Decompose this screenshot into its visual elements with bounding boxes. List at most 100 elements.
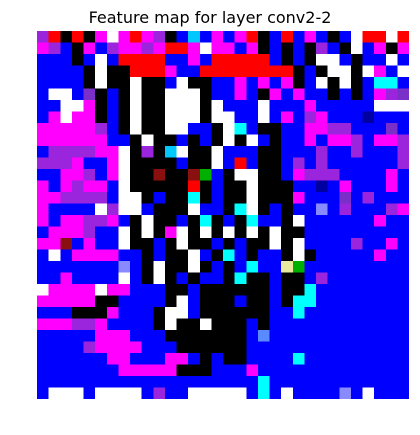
- heatmap-cell: [281, 215, 294, 227]
- heatmap-cell: [48, 341, 61, 354]
- heatmap-cell: [199, 54, 212, 66]
- heatmap-cell: [188, 111, 201, 124]
- heatmap-cell: [316, 330, 329, 342]
- heatmap-cell: [141, 376, 154, 388]
- heatmap-cell: [141, 134, 154, 147]
- heatmap-cell: [164, 387, 177, 399]
- heatmap-cell: [106, 330, 119, 342]
- heatmap-cell: [95, 77, 108, 89]
- heatmap-cell: [37, 295, 50, 308]
- heatmap-cell: [316, 284, 329, 296]
- heatmap-cell: [339, 123, 352, 135]
- heatmap-cell: [234, 31, 247, 43]
- heatmap-cell: [385, 77, 398, 89]
- heatmap-cell: [223, 364, 236, 377]
- heatmap-cell: [199, 146, 212, 158]
- heatmap-cell: [211, 261, 224, 273]
- heatmap-cell: [48, 387, 61, 399]
- heatmap-cell: [37, 77, 50, 89]
- heatmap-cell: [304, 272, 317, 285]
- heatmap-cell: [316, 88, 329, 101]
- heatmap-cell: [188, 307, 201, 319]
- heatmap-cell: [118, 215, 131, 227]
- heatmap-cell: [153, 111, 166, 124]
- heatmap-cell: [257, 364, 270, 377]
- heatmap-cell: [269, 157, 282, 170]
- heatmap-cell: [153, 180, 166, 193]
- heatmap-cell: [83, 249, 96, 262]
- heatmap-cell: [362, 31, 375, 43]
- heatmap-cell: [37, 134, 50, 147]
- heatmap-cell: [48, 192, 61, 204]
- heatmap-cell: [292, 134, 305, 147]
- heatmap-cell: [281, 249, 294, 262]
- heatmap-cell: [385, 111, 398, 124]
- heatmap-cell: [350, 330, 363, 342]
- heatmap-cell: [362, 330, 375, 342]
- heatmap-cell: [246, 77, 259, 89]
- heatmap-cell: [71, 42, 84, 55]
- heatmap-cell: [246, 284, 259, 296]
- heatmap-cell: [71, 100, 84, 112]
- heatmap-cell: [48, 203, 61, 216]
- heatmap-cell: [292, 88, 305, 101]
- heatmap-cell: [130, 134, 143, 147]
- heatmap-cell: [269, 272, 282, 285]
- heatmap-cell: [118, 364, 131, 377]
- heatmap-cell: [223, 146, 236, 158]
- heatmap-cell: [60, 238, 73, 250]
- heatmap-cell: [374, 261, 387, 273]
- heatmap-cell: [362, 203, 375, 216]
- heatmap-cell: [95, 318, 108, 331]
- heatmap-cell: [374, 169, 387, 181]
- heatmap-cell: [118, 54, 131, 66]
- heatmap-cell: [153, 88, 166, 101]
- heatmap-cell: [316, 65, 329, 78]
- heatmap-cell: [362, 100, 375, 112]
- heatmap-cell: [292, 54, 305, 66]
- heatmap-cell: [176, 364, 189, 377]
- heatmap-cell: [48, 134, 61, 147]
- heatmap-cell: [106, 364, 119, 377]
- heatmap-cell: [95, 111, 108, 124]
- heatmap-cell: [281, 180, 294, 193]
- heatmap-cell: [164, 146, 177, 158]
- heatmap-cell: [339, 238, 352, 250]
- heatmap-cell: [292, 284, 305, 296]
- heatmap-cell: [374, 387, 387, 399]
- heatmap-cell: [60, 307, 73, 319]
- heatmap-cell: [71, 284, 84, 296]
- heatmap-cell: [397, 88, 409, 101]
- heatmap-cell: [223, 65, 236, 78]
- heatmap-cell: [153, 54, 166, 66]
- heatmap-cell: [316, 77, 329, 89]
- heatmap-cell: [257, 284, 270, 296]
- heatmap-cell: [106, 88, 119, 101]
- heatmap-cell: [118, 353, 131, 365]
- heatmap-cell: [350, 318, 363, 331]
- heatmap-cell: [141, 215, 154, 227]
- heatmap-cell: [141, 54, 154, 66]
- heatmap-cell: [269, 146, 282, 158]
- heatmap-cell: [106, 180, 119, 193]
- heatmap-cell: [118, 376, 131, 388]
- heatmap-cell: [327, 31, 340, 43]
- heatmap-cell: [164, 295, 177, 308]
- heatmap-cell: [292, 157, 305, 170]
- heatmap-cell: [48, 215, 61, 227]
- heatmap-cell: [83, 169, 96, 181]
- heatmap-cell: [106, 146, 119, 158]
- heatmap-cell: [48, 364, 61, 377]
- heatmap-cell: [71, 261, 84, 273]
- heatmap-cell: [362, 146, 375, 158]
- heatmap-cell: [385, 307, 398, 319]
- heatmap-cell: [153, 341, 166, 354]
- heatmap-cell: [60, 330, 73, 342]
- heatmap-cell: [339, 272, 352, 285]
- heatmap-cell: [130, 284, 143, 296]
- heatmap-cell: [106, 226, 119, 239]
- heatmap-cell: [362, 226, 375, 239]
- heatmap-cell: [234, 261, 247, 273]
- heatmap-cell: [48, 157, 61, 170]
- heatmap-cell: [374, 65, 387, 78]
